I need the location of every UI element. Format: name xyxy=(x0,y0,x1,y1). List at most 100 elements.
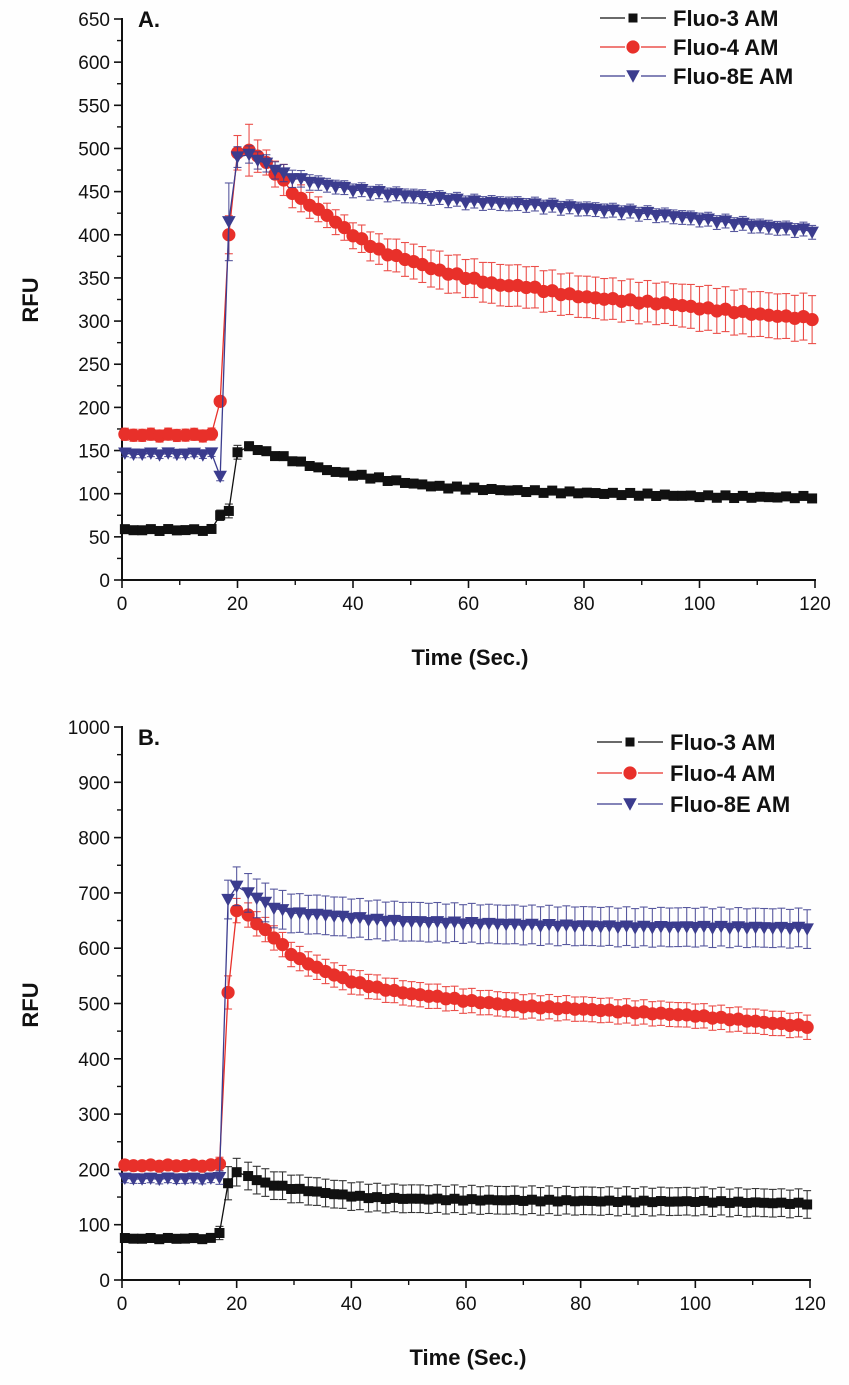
data-point xyxy=(450,193,464,207)
data-point xyxy=(805,313,819,327)
data-point xyxy=(229,880,244,893)
legend-label: Fluo-3 AM xyxy=(673,6,779,31)
data-point xyxy=(763,492,774,503)
data-point xyxy=(128,525,139,536)
data-point xyxy=(188,1233,199,1244)
data-point xyxy=(195,1173,210,1187)
data-point xyxy=(417,479,428,490)
y-tick-label: 600 xyxy=(78,939,110,960)
data-point xyxy=(793,1197,804,1208)
data-point xyxy=(509,1194,520,1205)
data-point xyxy=(640,206,655,220)
data-point xyxy=(499,918,513,932)
data-point xyxy=(599,488,610,499)
data-point xyxy=(443,483,454,494)
data-point xyxy=(180,525,191,536)
data-point xyxy=(303,1186,314,1197)
data-point xyxy=(621,1195,632,1206)
data-point xyxy=(740,922,754,935)
data-point xyxy=(516,919,531,933)
data-point xyxy=(529,485,540,496)
panel-b: B. RFU Time (Sec.) 010020030040050060070… xyxy=(18,718,826,1370)
series-fluo-8e-am xyxy=(118,145,819,484)
data-point xyxy=(180,1233,191,1244)
data-point xyxy=(378,915,393,929)
data-point xyxy=(538,487,549,498)
x-tick-label: 120 xyxy=(794,1294,826,1315)
data-point xyxy=(720,490,731,501)
panel-a-y-axis-title: RFU xyxy=(18,277,43,322)
data-point xyxy=(196,449,210,462)
data-point xyxy=(469,482,480,493)
data-point xyxy=(475,1195,486,1206)
data-point xyxy=(222,216,236,229)
data-point xyxy=(502,198,516,211)
legend-item: Fluo-3 AM xyxy=(597,730,776,755)
data-point xyxy=(526,1194,537,1205)
legend-item: Fluo-8E AM xyxy=(600,64,793,89)
data-point xyxy=(251,1175,262,1186)
data-point xyxy=(354,184,369,197)
y-tick-label: 300 xyxy=(78,1105,110,1126)
x-tick-label: 80 xyxy=(570,1294,591,1315)
data-point xyxy=(647,1197,658,1208)
data-point xyxy=(171,1233,182,1244)
data-point xyxy=(119,524,130,535)
data-point xyxy=(681,1196,692,1207)
data-point xyxy=(718,215,733,228)
data-point xyxy=(545,199,560,212)
data-point xyxy=(561,1195,572,1206)
data-point xyxy=(630,1197,641,1208)
data-point xyxy=(711,492,722,503)
legend-marker-icon xyxy=(626,70,640,83)
data-point xyxy=(765,922,780,935)
data-point xyxy=(213,470,227,484)
data-point xyxy=(223,505,234,516)
data-point xyxy=(232,447,243,458)
data-point xyxy=(724,1197,735,1208)
data-point xyxy=(638,1195,649,1206)
data-point xyxy=(380,189,395,202)
data-point xyxy=(642,488,653,499)
data-point xyxy=(744,220,759,233)
data-point xyxy=(633,490,644,501)
data-point xyxy=(519,199,534,213)
data-point xyxy=(382,475,393,486)
data-point xyxy=(536,201,551,214)
data-point xyxy=(294,1183,305,1194)
data-point xyxy=(329,1189,340,1200)
data-point xyxy=(230,151,245,164)
legend-item: Fluo-8E AM xyxy=(597,792,790,817)
data-point xyxy=(135,448,150,462)
data-point xyxy=(440,1195,451,1206)
data-point xyxy=(372,186,386,199)
data-point xyxy=(189,524,200,535)
data-point xyxy=(380,1193,391,1204)
data-point xyxy=(261,446,272,457)
data-point xyxy=(458,1195,469,1206)
legend-label: Fluo-4 AM xyxy=(673,35,779,60)
data-point xyxy=(535,1196,546,1207)
data-point xyxy=(555,488,566,499)
data-point xyxy=(492,1195,503,1206)
data-point xyxy=(221,985,235,1000)
data-point xyxy=(554,202,568,216)
data-point xyxy=(339,467,350,478)
data-point xyxy=(311,1186,322,1197)
data-point xyxy=(486,483,497,494)
data-point xyxy=(213,394,227,408)
panel-a: A. RFU Time (Sec.) 050100150200250300350… xyxy=(18,6,831,670)
data-point xyxy=(252,445,263,456)
data-point xyxy=(145,524,156,535)
data-point xyxy=(205,1232,216,1243)
data-point xyxy=(568,920,582,934)
x-tick-label: 100 xyxy=(684,594,716,615)
data-point xyxy=(441,195,456,208)
legend-item: Fluo-4 AM xyxy=(600,35,779,60)
data-point xyxy=(425,481,436,492)
data-point xyxy=(632,208,646,221)
data-point xyxy=(171,525,182,536)
data-point xyxy=(614,207,629,220)
data-point xyxy=(604,1195,615,1206)
data-point xyxy=(154,525,165,536)
